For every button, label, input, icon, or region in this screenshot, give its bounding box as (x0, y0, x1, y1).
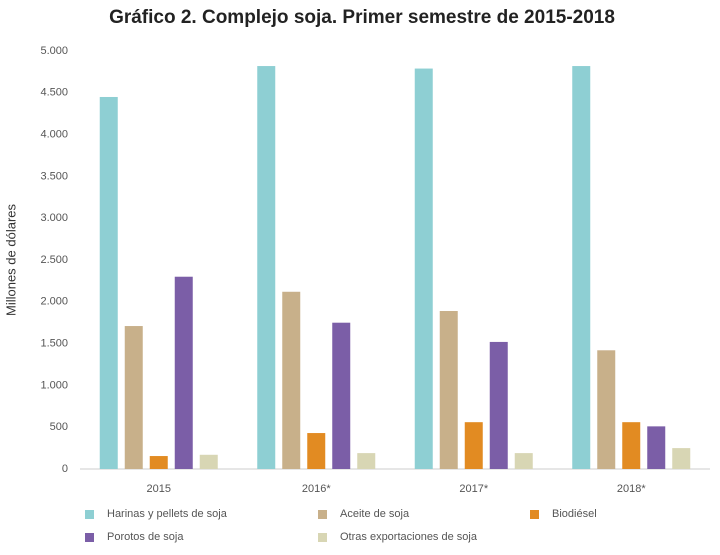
x-tick-label: 2016* (302, 483, 331, 495)
bar (99, 96, 118, 469)
bar (174, 276, 193, 469)
bar (622, 422, 641, 469)
legend-swatch (318, 533, 327, 542)
bar (357, 453, 376, 469)
legend-swatch (85, 510, 94, 519)
bar (414, 68, 433, 469)
legend-label: Aceite de soja (340, 508, 410, 520)
y-tick-label: 3.000 (40, 212, 68, 224)
bar (124, 326, 143, 469)
y-tick-label: 2.000 (40, 296, 68, 308)
bar (464, 422, 483, 469)
legend-swatch (318, 510, 327, 519)
bar (332, 322, 351, 469)
bar (307, 433, 326, 469)
y-tick-label: 2.500 (40, 254, 68, 266)
legend-label: Harinas y pellets de soja (107, 508, 228, 520)
legend-swatch (530, 510, 539, 519)
legend-swatch (85, 533, 94, 542)
legend-label: Porotos de soja (107, 531, 184, 543)
x-tick-label: 2018* (617, 483, 646, 495)
bar (257, 66, 276, 469)
y-tick-label: 4.000 (40, 129, 68, 141)
y-tick-label: 5.000 (40, 45, 68, 57)
x-tick-label: 2017* (459, 483, 488, 495)
bar (282, 291, 301, 469)
bar (489, 341, 508, 469)
bar (647, 426, 666, 469)
chart-title: Gráfico 2. Complejo soja. Primer semestr… (109, 7, 615, 28)
y-axis-label: Millones de dólares (3, 204, 18, 317)
y-tick-label: 0 (62, 463, 68, 475)
bar (149, 456, 168, 469)
y-tick-label: 500 (50, 421, 68, 433)
bar (439, 310, 458, 469)
legend-label: Otras exportaciones de soja (340, 531, 478, 543)
legend-label: Biodiésel (552, 508, 597, 520)
y-tick-label: 1.000 (40, 379, 68, 391)
y-tick-label: 4.500 (40, 87, 68, 99)
bar (514, 453, 533, 469)
bar (597, 350, 616, 469)
y-tick-label: 1.500 (40, 338, 68, 350)
x-tick-label: 2015 (147, 483, 171, 495)
bar (672, 448, 691, 469)
bar (572, 66, 591, 469)
y-tick-label: 3.500 (40, 170, 68, 182)
bar (199, 454, 218, 469)
